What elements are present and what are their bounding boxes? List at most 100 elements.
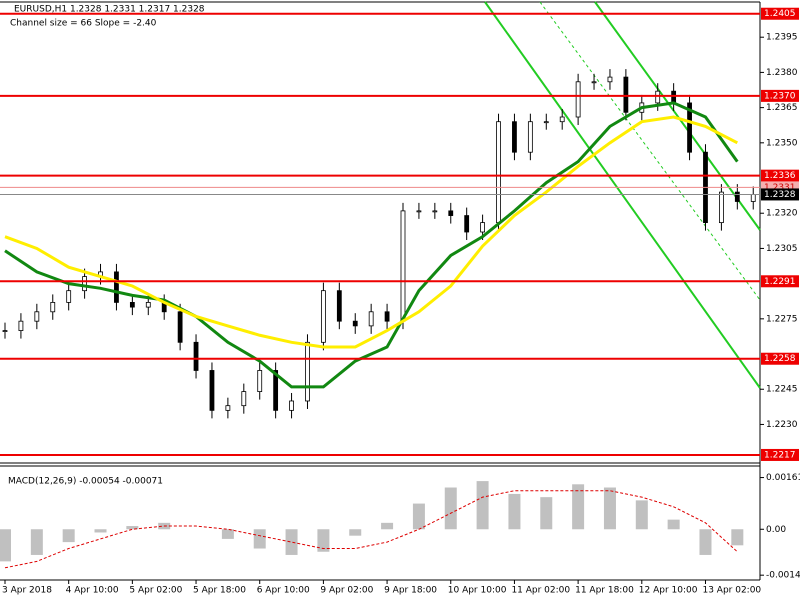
- macd-bar: [62, 529, 75, 543]
- channel-line: [484, 1, 761, 389]
- candle: [50, 302, 56, 313]
- x-tick-label: 6 Apr 10:00: [257, 586, 310, 596]
- level-label: 1.2291: [764, 277, 796, 287]
- macd-bar: [540, 497, 553, 530]
- candle: [400, 210, 406, 322]
- y-tick-label: 1.2305: [766, 244, 798, 254]
- level-tag: [761, 7, 799, 20]
- candle: [34, 311, 40, 322]
- candle: [336, 290, 342, 322]
- candle: [527, 121, 533, 153]
- x-tick-label: 5 Apr 18:00: [193, 586, 246, 596]
- candle: [448, 210, 454, 216]
- candle: [209, 370, 215, 411]
- macd-bar: [731, 529, 744, 546]
- level-label: 1.2370: [764, 91, 796, 101]
- macd-bar: [476, 481, 489, 530]
- subtitle: Channel size = 66 Slope = -2.40: [10, 19, 157, 29]
- channel-line: [594, 1, 761, 231]
- candle: [18, 320, 24, 331]
- candle: [320, 290, 326, 343]
- x-tick-label: 12 Apr 10:00: [639, 586, 698, 596]
- macd-bar: [349, 529, 362, 536]
- y-tick-label: 1.2320: [766, 209, 798, 219]
- macd-label: MACD(12,26,9) -0.00054 -0.00071: [8, 477, 163, 487]
- macd-bar: [699, 529, 712, 555]
- macd-bar: [412, 503, 425, 530]
- candle: [591, 81, 597, 84]
- macd-bar: [30, 529, 43, 555]
- candle: [225, 405, 231, 411]
- price-label: 1.2328: [764, 190, 796, 200]
- macd-bar: [508, 493, 521, 530]
- macd-bar: [0, 529, 11, 562]
- macd-bar: [285, 529, 298, 555]
- y-tick-label: 1.2350: [766, 138, 798, 148]
- level-tag: [761, 169, 799, 182]
- candle: [496, 121, 501, 224]
- level-tag: [761, 275, 799, 288]
- level-tag: [761, 89, 799, 102]
- candle: [734, 191, 740, 202]
- y-tick-label: 1.2275: [766, 314, 798, 324]
- macd-bar: [253, 529, 266, 549]
- level-label: 1.2336: [764, 171, 796, 181]
- candle: [750, 194, 756, 202]
- candle: [177, 311, 183, 343]
- level-tag: [761, 352, 799, 365]
- candle: [543, 121, 549, 124]
- chart-title: EURUSD,H1 1.2328 1.2331 1.2317 1.2328: [14, 5, 205, 15]
- y-tick-label: 1.2230: [766, 420, 798, 430]
- candle: [241, 391, 247, 407]
- x-tick-label: 9 Apr 18:00: [384, 586, 437, 596]
- candle: [464, 215, 470, 233]
- macd-bar: [667, 519, 680, 530]
- moving-average: [4, 115, 739, 349]
- candle: [82, 276, 87, 292]
- macd-y-tick-label: -0.00143: [766, 571, 800, 581]
- x-tick-label: 4 Apr 10:00: [66, 586, 119, 596]
- y-tick-label: 1.2380: [766, 68, 798, 78]
- candle: [129, 302, 135, 308]
- candle: [480, 222, 486, 233]
- price-label: 1.2331: [764, 183, 796, 193]
- candle: [384, 311, 390, 322]
- x-tick-label: 9 Apr 02:00: [320, 586, 373, 596]
- candle: [623, 76, 629, 113]
- candle: [432, 210, 438, 213]
- macd-bar: [444, 487, 457, 530]
- candle: [273, 370, 279, 411]
- channel-mid: [539, 1, 761, 301]
- candle: [352, 320, 358, 327]
- candle: [671, 90, 677, 104]
- candle: [2, 330, 8, 332]
- x-tick-label: 3 Apr 2018: [2, 586, 52, 596]
- candle: [416, 210, 422, 213]
- y-tick-label: 1.2365: [766, 103, 798, 113]
- candle: [655, 90, 661, 104]
- candle: [145, 302, 151, 308]
- macd-bar: [94, 529, 107, 533]
- x-tick-label: 10 Apr 10:00: [448, 586, 507, 596]
- macd-bar: [317, 529, 330, 552]
- candle: [193, 341, 199, 371]
- macd-bar: [381, 522, 394, 530]
- candle: [66, 290, 72, 303]
- y-tick-label: 1.2245: [766, 385, 798, 395]
- candle: [114, 271, 119, 303]
- x-tick-label: 11 Apr 18:00: [575, 586, 634, 596]
- price-tag: [761, 188, 799, 201]
- macd-signal: [4, 490, 738, 569]
- macd-bar: [572, 484, 585, 530]
- macd-bar: [635, 500, 648, 530]
- channel: [484, 1, 761, 389]
- moving-average: [4, 101, 739, 389]
- candle: [368, 311, 374, 327]
- x-tick-label: 13 Apr 02:00: [702, 586, 761, 596]
- macd-bar: [126, 526, 139, 530]
- macd-y-tick-label: 0.00: [766, 525, 786, 535]
- candle: [512, 121, 517, 153]
- candle: [607, 76, 613, 83]
